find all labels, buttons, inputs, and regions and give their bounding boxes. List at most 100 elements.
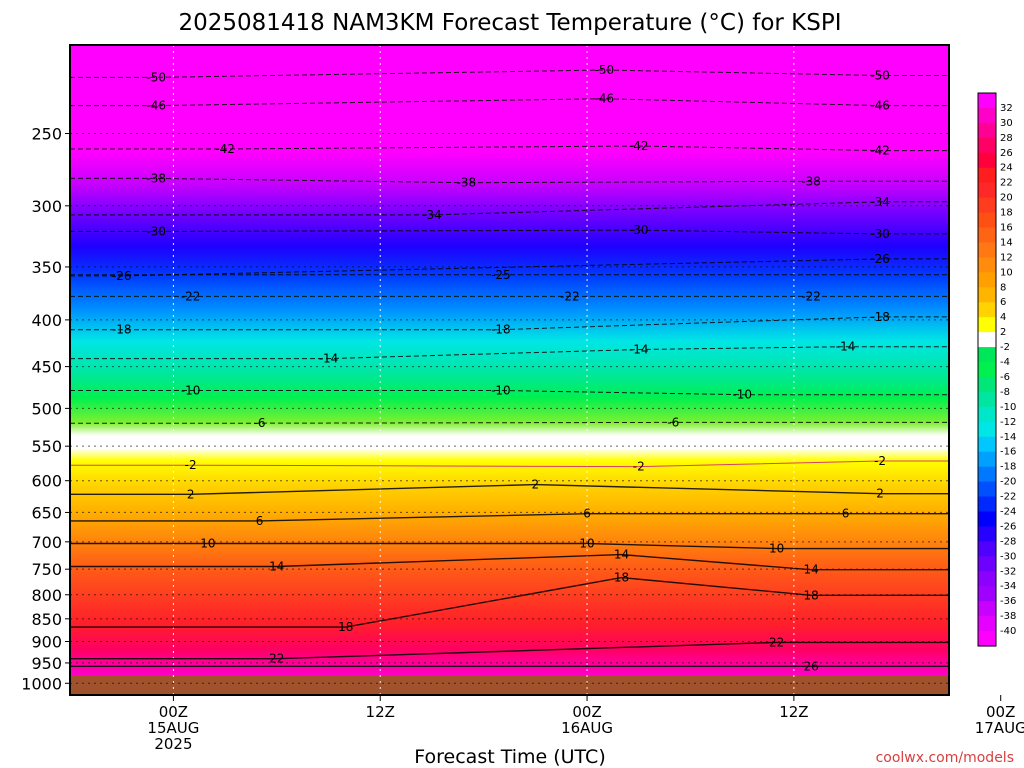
colorbar-swatch — [978, 347, 996, 363]
contour-line — [70, 69, 949, 78]
contour-line — [70, 576, 949, 628]
y-tick-label: 1000 — [21, 674, 62, 693]
colorbar-swatch — [978, 302, 996, 318]
colorbar-label: -30 — [1000, 551, 1016, 562]
colorbar-swatch — [978, 631, 996, 647]
contour-label: -22 — [801, 289, 821, 303]
colorbar-swatch — [978, 391, 996, 408]
contour-label: 2 — [876, 487, 884, 501]
ground-band — [70, 675, 949, 695]
colorbar-swatch — [978, 287, 996, 303]
colorbar-label: -2 — [1000, 342, 1010, 353]
contour-line — [70, 641, 949, 660]
contour-label: -22 — [181, 289, 201, 303]
contour-label: -34 — [870, 195, 890, 209]
y-tick-label: 650 — [31, 503, 62, 522]
x-tick-label: 12Z — [366, 703, 395, 721]
contour-label: -25 — [491, 268, 511, 282]
colorbar-label: -34 — [1000, 581, 1016, 592]
contour-label: -18 — [112, 323, 132, 337]
colorbar-swatch — [978, 152, 996, 169]
contour-line — [70, 553, 949, 571]
contour-label: 14 — [269, 560, 284, 574]
colorbar-label: -36 — [1000, 596, 1016, 607]
colorbar-swatch — [978, 197, 996, 214]
plot-area: -50 -50 -50 -46 -46 -46 -42 -42 -42 -38 -38 -38 -34 -… — [69, 44, 1002, 696]
colorbar-label: 30 — [1000, 118, 1013, 129]
colorbar-label: 28 — [1000, 133, 1013, 144]
colorbar-swatch — [978, 466, 996, 483]
contour-label: -42 — [215, 142, 235, 156]
colorbar-label: 12 — [1000, 252, 1013, 263]
contour-label: 18 — [803, 588, 818, 602]
contour-label: -10 — [181, 384, 201, 398]
contour-labels: -50 -50 -50 -46 -46 -46 -42 -42 -42 -38 -38 -38 -34 -… — [112, 63, 890, 673]
colorbar-swatch — [978, 376, 996, 393]
colorbar-swatch — [978, 212, 996, 229]
y-tick-label: 600 — [31, 472, 62, 491]
x-tick-label: 00Z — [159, 703, 188, 721]
colorbar-label: -16 — [1000, 447, 1016, 458]
colorbar-swatch — [978, 332, 996, 348]
contour-lines — [70, 69, 949, 667]
contour-label: 10 — [200, 537, 215, 551]
colorbar-swatch — [978, 362, 996, 378]
y-tick-label: 800 — [31, 586, 62, 605]
x-tick-label: 00Z — [572, 703, 601, 721]
colorbar-label: -24 — [1000, 507, 1016, 518]
colorbar-label: -22 — [1000, 492, 1016, 503]
colorbar-swatch — [978, 122, 996, 139]
temperature-field — [70, 45, 949, 675]
colorbar-label: 24 — [1000, 163, 1013, 174]
colorbar: 32 30 28 26 24 22 20 18 16 14 12 10 8 6 4 2 -2 -4 -6 -8 -10 -… — [977, 92, 1016, 647]
colorbar-label: 18 — [1000, 208, 1013, 219]
contour-label: 10 — [579, 537, 594, 551]
colorbar-swatch — [978, 586, 996, 602]
contour-label: 14 — [803, 563, 818, 577]
contour-label: -46 — [594, 92, 614, 106]
contour-label: -14 — [836, 340, 856, 354]
colorbar-label: -32 — [1000, 566, 1016, 577]
credit-label: coolwx.com/models — [876, 750, 1014, 766]
contour-label: 6 — [583, 507, 591, 521]
colorbar-label: 22 — [1000, 178, 1013, 189]
plot-frame — [69, 44, 950, 696]
colorbar-swatch — [978, 272, 996, 288]
chart-title: 2025081418 NAM3KM Forecast Temperature (… — [178, 10, 841, 36]
colorbar-label: 32 — [1000, 103, 1013, 114]
x-tick-label: 2025 — [154, 735, 192, 753]
contour-label: -26 — [112, 269, 132, 283]
contour-label: 18 — [614, 571, 629, 585]
x-tick-label: 12Z — [779, 703, 808, 721]
colorbar-label: -18 — [1000, 462, 1016, 473]
contour-label: -14 — [319, 352, 339, 366]
colorbar-swatch — [978, 167, 996, 184]
contour-line — [70, 229, 949, 235]
colorbar-label: -10 — [1000, 402, 1016, 413]
colorbar-frame — [977, 92, 997, 647]
contour-label: 6 — [256, 514, 264, 528]
y-tick-label: 500 — [31, 399, 62, 418]
colorbar-label: 14 — [1000, 238, 1013, 249]
colorbar-label: -26 — [1000, 521, 1016, 532]
y-tick-label: 350 — [31, 258, 62, 277]
contour-label: -38 — [457, 176, 477, 190]
contour-line — [70, 201, 949, 216]
colorbar-swatch — [978, 93, 996, 109]
colorbar-swatch — [978, 496, 996, 513]
colorbar-label: -40 — [1000, 626, 1016, 637]
colorbar-label: -14 — [1000, 432, 1016, 443]
contour-label: -46 — [146, 99, 166, 113]
colorbar-swatch — [978, 601, 996, 617]
colorbar-swatch — [978, 137, 996, 154]
x-tick-label: 16AUG — [561, 719, 613, 737]
contour-label: -34 — [422, 208, 442, 222]
contour-label: -50 — [146, 70, 166, 84]
contour-label: 26 — [803, 659, 818, 673]
colorbar-swatch — [978, 242, 996, 259]
colorbar-label: 26 — [1000, 148, 1013, 159]
colorbar-swatch — [978, 556, 996, 572]
colorbar-swatch — [978, 406, 996, 423]
y-tick-label: 300 — [31, 197, 62, 216]
